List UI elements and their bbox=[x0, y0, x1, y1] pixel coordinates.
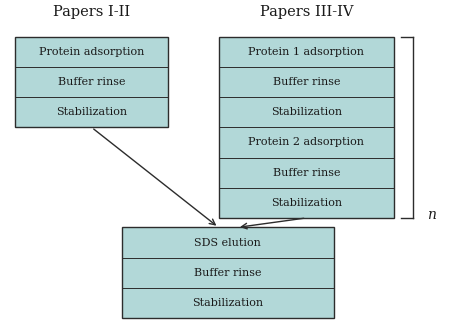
Text: Protein 2 adsorption: Protein 2 adsorption bbox=[248, 137, 365, 147]
FancyBboxPatch shape bbox=[219, 37, 394, 218]
Text: SDS elution: SDS elution bbox=[194, 238, 261, 247]
Text: Buffer rinse: Buffer rinse bbox=[272, 77, 340, 87]
Text: Buffer rinse: Buffer rinse bbox=[272, 168, 340, 178]
Text: Protein 1 adsorption: Protein 1 adsorption bbox=[248, 47, 365, 57]
FancyBboxPatch shape bbox=[15, 37, 168, 127]
Text: Stabilization: Stabilization bbox=[271, 107, 342, 117]
Text: Buffer rinse: Buffer rinse bbox=[194, 268, 262, 278]
Text: n: n bbox=[427, 208, 436, 222]
Text: Buffer rinse: Buffer rinse bbox=[58, 77, 125, 87]
Text: Protein adsorption: Protein adsorption bbox=[39, 47, 144, 57]
Text: Papers I-II: Papers I-II bbox=[53, 5, 130, 19]
Text: Papers III-IV: Papers III-IV bbox=[260, 5, 353, 19]
Text: Stabilization: Stabilization bbox=[56, 107, 127, 117]
Text: Stabilization: Stabilization bbox=[271, 198, 342, 208]
Text: Stabilization: Stabilization bbox=[193, 298, 264, 308]
FancyBboxPatch shape bbox=[121, 228, 334, 318]
